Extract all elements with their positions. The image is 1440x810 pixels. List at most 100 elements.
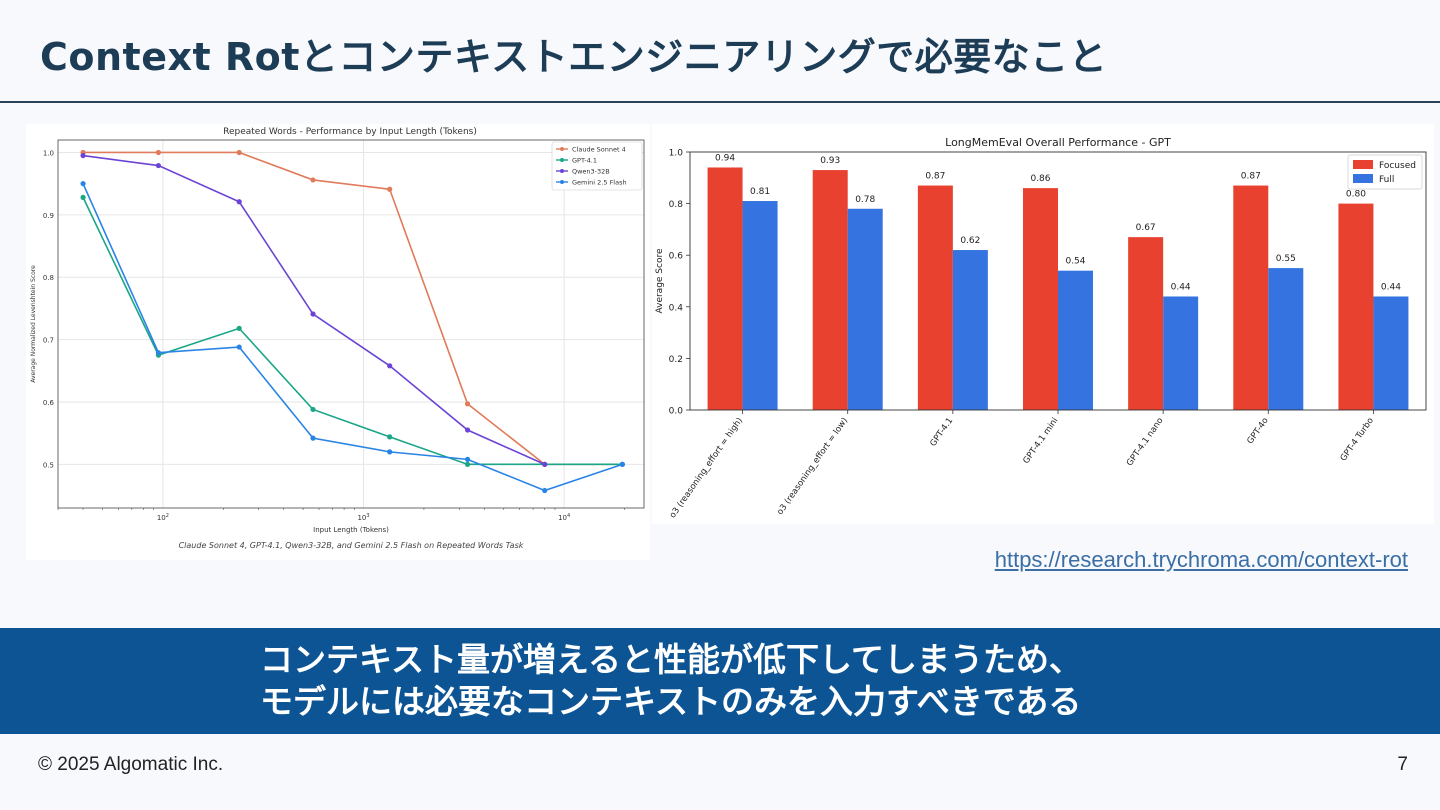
series-point-3 (464, 456, 471, 462)
legend-box (551, 141, 643, 191)
chart-caption: Claude Sonnet 4, GPT-4.1, Qwen3-32B, and… (179, 541, 524, 550)
bar-full (1268, 268, 1304, 410)
bar-value-label: 0.87 (1241, 172, 1261, 182)
chart-title: Repeated Words - Performance by Input Le… (223, 127, 477, 137)
series-point-2 (155, 162, 162, 169)
bar-full (1373, 296, 1409, 410)
series-point-3 (155, 350, 162, 356)
series-point-1 (310, 406, 316, 413)
bar-value-label: 0.80 (1346, 190, 1366, 200)
repeated-words-chart-svg: Repeated Words - Performance by Input Le… (30, 127, 645, 550)
legend-label: Qwen3-32B (572, 168, 610, 176)
plot-frame (689, 151, 1427, 411)
legend: Claude Sonnet 4 GPT-4.1 Qwen3-32B Gemini 2.… (551, 141, 643, 191)
bar-value-label: 0.44 (1171, 282, 1191, 292)
y-axis-label: Average Normalized Levenshtein Score (30, 265, 37, 383)
bar-focused (707, 167, 743, 410)
legend-label: Gemini 2.5 Flash (572, 179, 627, 187)
x-tick-label: 104 (558, 513, 570, 522)
x-tick-label: 103 (357, 513, 369, 522)
series-point-3 (310, 435, 316, 441)
bar-full (1163, 296, 1199, 410)
series-point-2 (464, 427, 471, 433)
bar-value-label: 0.44 (1381, 282, 1401, 292)
series-point-2 (387, 363, 393, 369)
legend-label: Full (1379, 175, 1394, 185)
legend-label: Focused (1379, 161, 1416, 171)
series-point-2 (236, 199, 242, 205)
bar-value-label: 0.81 (750, 187, 770, 197)
series-point-3 (387, 449, 393, 455)
source-link[interactable]: https://research.trychroma.com/context-r… (994, 547, 1408, 572)
series-point-2 (80, 152, 86, 159)
bar-focused (1023, 188, 1058, 410)
bar-focused (917, 185, 953, 410)
series-point-1 (80, 194, 86, 200)
bar-full (1058, 270, 1093, 410)
title-divider (0, 101, 1440, 103)
legend-label: GPT-4.1 (572, 157, 597, 165)
series-line-0 (83, 151, 623, 466)
banner-line-2: モデルには必要なコンテキストのみを入力すべきである (260, 682, 1082, 721)
series-point-3 (542, 487, 548, 494)
repeated-words-chart: Repeated Words - Performance by Input Le… (26, 124, 650, 560)
bar-value-label: 0.54 (1065, 257, 1085, 267)
series-point-3 (80, 181, 86, 187)
bar-value-label: 0.62 (960, 236, 980, 246)
series-line-1 (82, 197, 623, 466)
y-tick-label: 0.6 (43, 399, 55, 407)
y-tick-label: 0.2 (669, 355, 683, 365)
x-tick-label: o3 (reasoning_effort = low) (775, 416, 850, 517)
y-tick-label: 1.0 (669, 149, 684, 159)
bar-focused (1128, 237, 1164, 410)
banner-line-1: コンテキスト量が増えると性能が低下してしまうため、 (260, 640, 1083, 679)
series-point-2 (542, 461, 548, 467)
slide-title: Context Rotとコンテキストエンジニアリングで必要なこと (40, 35, 1108, 79)
x-tick-label: GPT-4o (1245, 416, 1270, 446)
legend-marker (560, 180, 564, 184)
series-point-0 (464, 401, 471, 407)
bar-value-label: 0.86 (1030, 174, 1050, 184)
key-message-banner: コンテキスト量が増えると性能が低下してしまうため、 モデルには必要なコンテキスト… (0, 628, 1440, 734)
x-tick-label: GPT-4.1 (928, 416, 955, 449)
bar-full (742, 201, 778, 410)
plot-frame (57, 139, 645, 509)
series-line-3 (82, 183, 623, 492)
legend-marker (560, 158, 564, 162)
bar-value-label: 0.94 (715, 153, 735, 163)
bar-value-label: 0.87 (925, 172, 945, 182)
bar-value-label: 0.93 (820, 156, 840, 166)
page-number: 7 (1397, 754, 1408, 775)
series-point-1 (387, 434, 393, 440)
series-point-1 (464, 461, 471, 467)
y-tick-label: 0.7 (43, 337, 54, 345)
longmemeval-chart: LongMemEval Overall Performance - GPT 0.0… (652, 124, 1434, 524)
chart-title: LongMemEval Overall Performance - GPT (945, 136, 1171, 149)
bar-full (952, 250, 988, 410)
y-tick-label: 0.4 (669, 303, 684, 313)
y-tick-label: 0.6 (669, 252, 684, 262)
y-tick-label: 0.0 (669, 407, 684, 417)
series-point-0 (236, 149, 242, 156)
x-tick-label: 102 (157, 513, 169, 522)
series-point-0 (155, 149, 162, 156)
y-tick-label: 0.8 (669, 200, 684, 210)
y-tick-label: 0.5 (43, 461, 54, 469)
bar-value-label: 0.55 (1276, 254, 1296, 264)
series-point-0 (387, 186, 393, 192)
series-point-1 (236, 325, 242, 331)
x-tick-label: GPT-4.1 nano (1125, 416, 1166, 468)
bar-full (847, 208, 883, 410)
legend-swatch (1353, 160, 1373, 169)
series-point-2 (310, 311, 316, 317)
x-tick-label: o3 (reasoning_effort = high) (668, 416, 745, 520)
bar-focused (812, 170, 848, 410)
legend-label: Claude Sonnet 4 (572, 146, 626, 154)
y-tick-label: 0.8 (43, 274, 54, 282)
series-point-0 (310, 177, 316, 183)
legend-swatch (1353, 174, 1373, 183)
bar-value-label: 0.67 (1136, 223, 1156, 233)
series-point-3 (619, 461, 625, 467)
legend-marker (560, 169, 564, 173)
y-axis-label: Average Score (655, 248, 665, 313)
